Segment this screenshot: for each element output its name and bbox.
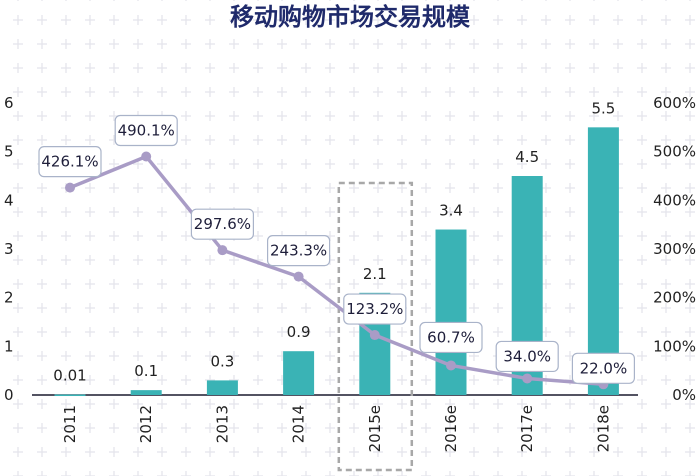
- line-value-box: [343, 293, 407, 325]
- line-point: [369, 330, 380, 341]
- line-point: [141, 151, 152, 162]
- line-point: [293, 271, 304, 282]
- right-tick-label: 100%: [653, 337, 696, 355]
- line-point: [446, 360, 456, 371]
- bar: [283, 351, 315, 395]
- line-value-box: [495, 340, 559, 373]
- chart-title: 移动购物市场交易规模: [230, 3, 471, 31]
- line-value-label: 22.0%: [580, 359, 628, 377]
- left-tick-label: 4: [4, 191, 14, 209]
- right-tick-label: 0%: [672, 386, 696, 404]
- bar-value-label: 0.3: [210, 352, 234, 370]
- left-tick-label: 6: [4, 94, 14, 112]
- line-value-box: [38, 146, 102, 178]
- right-tick-label: 300%: [653, 240, 696, 258]
- x-tick-label: 2015e: [366, 405, 384, 452]
- bar: [130, 390, 162, 395]
- bar: [54, 394, 86, 397]
- left-tick-label: 2: [4, 289, 14, 307]
- bar-value-label: 2.1: [363, 265, 387, 283]
- right-tick-label: 600%: [653, 94, 696, 112]
- right-tick-label: 400%: [653, 191, 696, 209]
- x-tick-label: 2013: [213, 405, 231, 443]
- line-value-label: 297.6%: [194, 215, 251, 233]
- line-value-label: 123.2%: [346, 300, 403, 318]
- x-tick-label: 2018e: [594, 405, 612, 452]
- growth-line: [69, 154, 604, 387]
- line-value-label: 243.3%: [270, 242, 327, 260]
- left-tick-label: 1: [4, 337, 14, 355]
- x-tick-label: 2011: [61, 405, 79, 443]
- bar-value-label: 0.01: [53, 367, 86, 385]
- x-tick-label: 2014: [290, 405, 308, 443]
- line-value-label: 60.7%: [427, 328, 475, 346]
- line-point: [522, 373, 533, 384]
- bar: [206, 380, 238, 395]
- left-tick-label: 3: [4, 240, 14, 258]
- line-value-box: [571, 352, 636, 384]
- line-value-box: [190, 208, 254, 240]
- line-value-label: 34.0%: [503, 347, 551, 365]
- line-value-box: [419, 321, 483, 354]
- right-tick-label: 200%: [653, 289, 696, 307]
- x-tick-label: 2012: [137, 405, 155, 443]
- left-tick-label: 5: [4, 143, 14, 161]
- bar: [587, 127, 619, 395]
- line-value-box: [267, 234, 331, 267]
- bar-value-label: 3.4: [439, 202, 463, 220]
- right-tick-label: 500%: [653, 143, 696, 161]
- x-tick-label: 2016e: [442, 405, 460, 452]
- line-point: [217, 245, 228, 256]
- line-value-label: 490.1%: [118, 121, 175, 139]
- line-value-label: 426.1%: [41, 153, 98, 171]
- bar-value-label: 0.9: [287, 323, 311, 341]
- line-point: [65, 182, 75, 193]
- bar-value-label: 0.1: [134, 362, 158, 380]
- line-value-box: [114, 114, 178, 147]
- left-tick-label: 0: [4, 386, 14, 404]
- x-tick-label: 2017e: [518, 405, 536, 452]
- bar-value-label: 4.5: [515, 148, 539, 166]
- bar-value-label: 5.5: [591, 99, 615, 117]
